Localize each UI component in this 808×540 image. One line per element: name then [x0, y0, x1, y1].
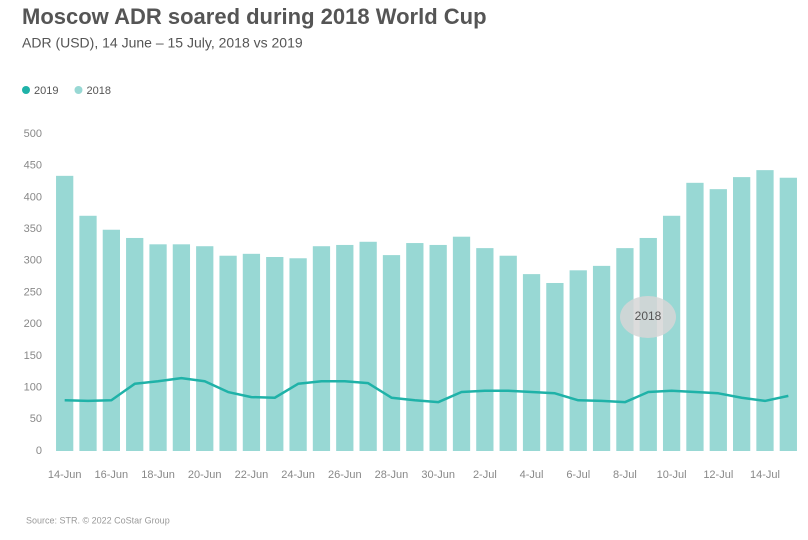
x-tick-label: 2-Jul [473, 469, 497, 481]
bar [662, 215, 681, 451]
bar [616, 248, 634, 451]
x-tick-label: 26-Jun [328, 469, 362, 481]
bar [219, 255, 237, 451]
bar [149, 244, 167, 451]
annotation-bubble [620, 296, 676, 338]
x-tick-label: 18-Jun [141, 469, 175, 481]
legend-marker [22, 86, 30, 94]
bar [476, 248, 494, 451]
bar [102, 229, 120, 451]
legend-marker [74, 86, 83, 94]
y-tick-label: 350 [24, 223, 42, 235]
bar [126, 237, 144, 451]
bar [312, 246, 331, 451]
y-tick-label: 200 [24, 318, 42, 330]
bar [242, 253, 261, 451]
bar [196, 246, 214, 451]
bar [172, 244, 191, 451]
bar [779, 177, 797, 451]
bar [266, 256, 284, 451]
bar [639, 237, 657, 451]
bar [406, 243, 424, 451]
bar [359, 241, 377, 451]
x-tick-label: 8-Jul [613, 469, 637, 481]
y-tick-label: 250 [24, 286, 42, 298]
y-tick-label: 450 [24, 160, 42, 172]
y-tick-label: 50 [30, 413, 42, 425]
source: Source: STR. © 2022 CoStar Group [26, 515, 170, 525]
bar [756, 170, 774, 451]
bar [499, 255, 517, 451]
y-tick-label: 100 [24, 382, 42, 394]
x-tick-label: 14-Jul [750, 469, 780, 481]
bar [429, 244, 447, 451]
bar [522, 274, 541, 451]
x-tick-label: 20-Jun [188, 469, 222, 481]
annotation: 2018 [635, 309, 662, 323]
y-tick-label: 0 [36, 445, 42, 457]
x-tick-label: 6-Jul [566, 469, 590, 481]
bar [289, 258, 307, 451]
bar [56, 175, 74, 451]
bar [569, 270, 587, 451]
y-tick-label: 500 [24, 128, 42, 140]
y-tick-label: 400 [24, 191, 42, 203]
x-tick-label: 22-Jun [235, 469, 269, 481]
bar [686, 182, 704, 451]
chart-subtitle: ADR (USD), 14 June – 15 July, 2018 vs 20… [22, 35, 303, 51]
y-tick-label: 150 [24, 350, 42, 362]
bar [546, 282, 564, 451]
chart-title: Moscow ADR soared during 2018 World Cup [22, 4, 487, 29]
x-tick-label: 24-Jun [281, 469, 315, 481]
bar [452, 236, 471, 451]
x-tick-label: 10-Jul [657, 469, 687, 481]
x-tick-label: 30-Jun [421, 469, 455, 481]
bar [592, 265, 611, 451]
bar [733, 177, 751, 451]
x-tick-label: 28-Jun [375, 469, 409, 481]
y-tick-label: 300 [24, 255, 42, 267]
bar [336, 244, 354, 451]
x-tick-label: 12-Jul [703, 469, 733, 481]
legend-label: 2019 [34, 85, 58, 97]
bar [79, 215, 97, 451]
x-tick-label: 4-Jul [520, 469, 544, 481]
bar [382, 255, 401, 451]
x-tick-label: 16-Jun [95, 469, 129, 481]
legend-label: 2018 [86, 85, 110, 97]
bar [709, 189, 727, 451]
x-tick-label: 14-Jun [48, 469, 82, 481]
line [64, 376, 789, 404]
